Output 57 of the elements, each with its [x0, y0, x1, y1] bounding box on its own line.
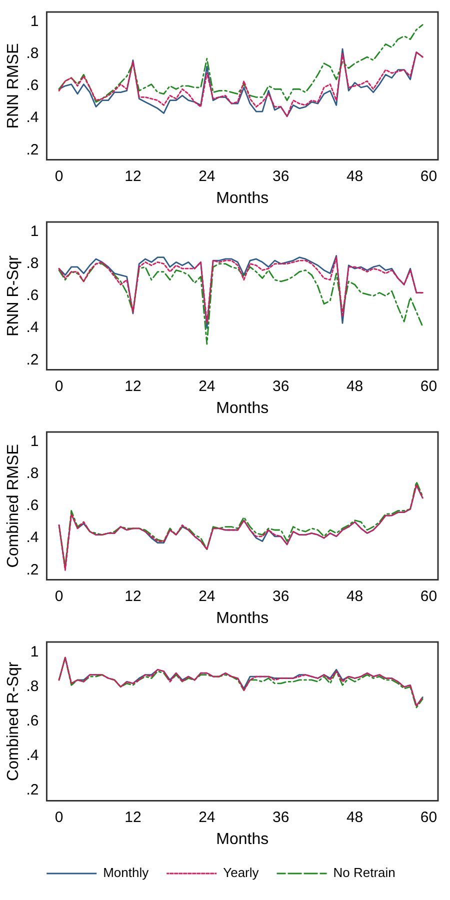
y-tick-label: .4 [26, 319, 39, 336]
x-axis-title: Months [216, 610, 269, 627]
x-tick-label: 24 [198, 588, 216, 605]
y-axis-title: Combined RMSE [5, 444, 22, 568]
x-tick-label: 12 [124, 588, 142, 605]
legend-label: No Retrain [333, 865, 396, 880]
x-tick-label: 48 [346, 808, 364, 826]
y-tick-label: .2 [26, 782, 39, 799]
y-tick-label: .8 [26, 464, 39, 482]
line-series [58, 263, 424, 345]
y-tick-label: .6 [26, 287, 39, 304]
x-tick-label: 36 [272, 808, 290, 826]
x-tick-label: 36 [272, 588, 290, 605]
y-tick-label: 1 [30, 432, 39, 450]
y-tick-label: .2 [26, 351, 39, 368]
x-tick-label: 48 [346, 378, 364, 395]
y-tick-label: .2 [26, 561, 39, 578]
x-tick-label: 0 [54, 378, 64, 395]
y-tick-label: 1 [30, 12, 39, 30]
y-tick-label: .2 [26, 141, 39, 158]
x-axis-title: Months [216, 190, 269, 207]
y-tick-label: .4 [26, 109, 39, 126]
x-tick-label: 36 [272, 378, 290, 395]
y-tick-label: .8 [26, 44, 39, 62]
x-axis-title: Months [216, 830, 269, 848]
x-tick-label: 24 [198, 378, 216, 395]
x-tick-label: 48 [346, 168, 364, 185]
x-tick-label: 24 [198, 808, 216, 826]
y-tick-label: .6 [26, 712, 39, 730]
line-series [58, 24, 424, 103]
legend-label: Yearly [223, 865, 260, 880]
legend-label: Monthly [103, 865, 150, 880]
y-tick-label: .8 [26, 678, 39, 696]
y-tick-label: .6 [26, 77, 39, 94]
x-axis-title: Months [216, 400, 269, 417]
y-tick-label: .4 [26, 747, 39, 764]
y-tick-label: .4 [26, 529, 39, 546]
x-tick-label: 12 [124, 168, 142, 185]
x-tick-label: 0 [54, 588, 64, 605]
y-tick-label: 1 [30, 643, 39, 660]
y-tick-label: 1 [30, 222, 39, 240]
x-tick-label: 48 [346, 588, 364, 605]
x-tick-label: 12 [124, 378, 142, 395]
y-tick-label: .8 [26, 254, 39, 272]
y-axis-title: RNN RMSE [5, 43, 22, 129]
y-axis-title: Combined R-Sqr [5, 661, 22, 781]
x-tick-label: 60 [420, 168, 438, 185]
x-tick-label: 24 [198, 168, 216, 185]
x-tick-label: 60 [420, 588, 438, 605]
x-tick-label: 36 [272, 168, 290, 185]
x-tick-label: 0 [54, 168, 64, 185]
x-tick-label: 60 [420, 808, 438, 826]
y-axis-title: RNN R-Sqr [5, 254, 22, 336]
x-tick-label: 12 [124, 808, 142, 826]
x-tick-label: 60 [420, 378, 438, 395]
y-tick-label: .6 [26, 497, 39, 514]
x-tick-label: 0 [54, 808, 64, 826]
